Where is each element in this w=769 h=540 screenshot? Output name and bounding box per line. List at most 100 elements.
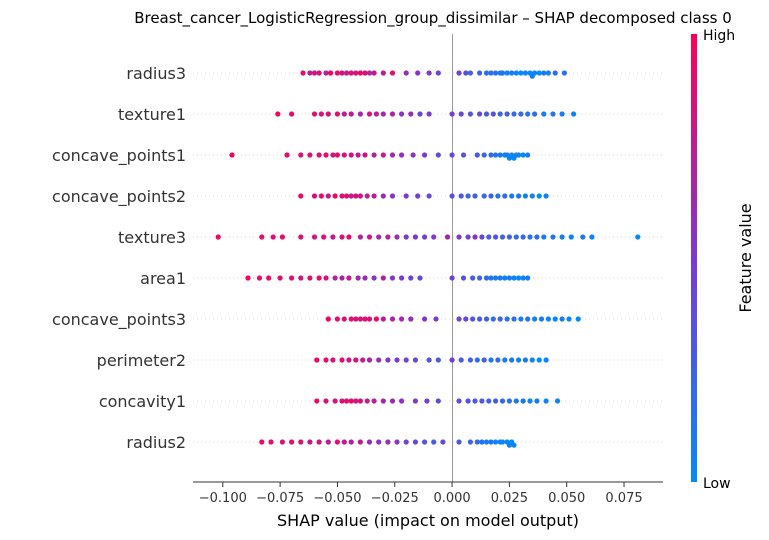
point-perimeter2-26 xyxy=(529,357,535,363)
point-concavity1-23 xyxy=(506,398,512,404)
point-perimeter2-0 xyxy=(314,357,320,363)
point-concavity1-10 xyxy=(380,398,386,404)
point-texture3-31 xyxy=(534,234,540,240)
feature-label-texture3: texture3 xyxy=(118,228,186,247)
point-radius3-1 xyxy=(307,70,313,76)
point-concave_points3-22 xyxy=(504,316,510,322)
point-concave_points3-16 xyxy=(463,316,469,322)
point-texture3-9 xyxy=(346,234,352,240)
point-texture3-37 xyxy=(589,234,595,240)
point-radius3-32 xyxy=(513,70,519,76)
point-concave_points2-15 xyxy=(415,193,421,199)
point-radius2-26 xyxy=(488,439,494,445)
point-concave_points3-30 xyxy=(559,316,565,322)
point-texture1-6 xyxy=(341,111,347,117)
x-tick-label: −0.075 xyxy=(256,491,304,506)
point-concave_points3-31 xyxy=(566,316,572,322)
point-concave_points1-34 xyxy=(525,152,531,158)
point-texture3-30 xyxy=(527,234,533,240)
point-texture3-33 xyxy=(550,234,556,240)
feature-label-area1: area1 xyxy=(140,269,186,288)
point-concave_points1-15 xyxy=(399,152,405,158)
point-concave_points3-25 xyxy=(525,316,531,322)
point-texture1-16 xyxy=(426,111,432,117)
point-perimeter2-10 xyxy=(394,357,400,363)
point-concave_points2-25 xyxy=(509,193,515,199)
point-perimeter2-17 xyxy=(467,357,473,363)
point-concave_points2-1 xyxy=(311,193,318,199)
point-radius3-5 xyxy=(328,70,334,76)
point-perimeter2-3 xyxy=(339,357,345,363)
point-concavity1-11 xyxy=(389,398,396,404)
chart-title: Breast_cancer_LogisticRegression_group_d… xyxy=(134,9,732,28)
point-area1-24 xyxy=(483,275,490,281)
point-concave_points1-17 xyxy=(422,152,428,158)
point-concavity1-20 xyxy=(486,398,492,404)
x-tick-label: 0.000 xyxy=(433,491,470,506)
point-concave_points2-12 xyxy=(380,193,386,199)
point-concave_points3-2 xyxy=(341,316,347,322)
point-concave_points1-21 xyxy=(474,152,480,158)
point-texture3-38 xyxy=(635,234,641,240)
point-area1-0 xyxy=(245,275,251,281)
x-tick-label: 0.050 xyxy=(548,491,585,506)
feature-label-concave_points2: concave_points2 xyxy=(52,187,186,207)
point-radius3-12 xyxy=(362,70,368,76)
point-perimeter2-9 xyxy=(385,357,391,363)
point-texture1-32 xyxy=(571,111,577,117)
point-texture1-27 xyxy=(525,111,531,117)
feature-label-radius2: radius2 xyxy=(126,433,186,452)
point-texture3-21 xyxy=(465,234,471,240)
point-concave_points2-16 xyxy=(426,193,432,199)
point-texture3-24 xyxy=(486,234,492,240)
point-radius3-7 xyxy=(339,70,345,76)
point-concave_points2-9 xyxy=(357,193,363,199)
point-texture1-31 xyxy=(559,111,565,117)
point-concave_points2-6 xyxy=(344,193,350,199)
point-concave_points3-9 xyxy=(380,316,386,322)
x-axis-label: SHAP value (impact on model output) xyxy=(277,511,579,530)
point-texture3-14 xyxy=(394,234,400,240)
point-radius3-17 xyxy=(403,70,409,76)
point-perimeter2-24 xyxy=(516,357,522,363)
point-concave_points3-15 xyxy=(456,316,462,322)
point-concave_points3-17 xyxy=(470,316,476,322)
point-radius2-12 xyxy=(366,439,373,445)
point-concave_points3-19 xyxy=(483,316,490,322)
point-radius3-42 xyxy=(561,70,568,76)
point-concave_points1-7 xyxy=(334,152,340,158)
point-concavity1-1 xyxy=(323,398,329,404)
point-perimeter2-23 xyxy=(509,357,515,363)
point-area1-7 xyxy=(316,275,322,281)
point-texture1-9 xyxy=(366,111,373,117)
point-texture3-28 xyxy=(513,234,519,240)
point-concavity1-16 xyxy=(456,398,462,404)
point-concave_points2-5 xyxy=(339,193,345,199)
point-radius2-19 xyxy=(431,439,437,445)
point-perimeter2-25 xyxy=(522,357,529,363)
point-concave_points3-1 xyxy=(334,316,340,322)
point-concave_points2-30 xyxy=(543,193,549,199)
point-radius2-3 xyxy=(289,439,295,445)
point-texture1-15 xyxy=(417,111,423,117)
point-radius2-18 xyxy=(422,439,428,445)
point-radius3-8 xyxy=(344,70,350,76)
point-concave_points3-21 xyxy=(497,316,503,322)
point-texture1-8 xyxy=(357,111,363,117)
point-radius3-33 xyxy=(518,70,524,76)
point-radius2-27 xyxy=(493,439,499,445)
point-concave_points2-27 xyxy=(522,193,529,199)
point-concave_points2-28 xyxy=(529,193,535,199)
point-texture3-7 xyxy=(330,234,336,240)
point-radius3-40 xyxy=(545,70,552,76)
point-concave_points1-13 xyxy=(380,152,386,158)
point-texture3-25 xyxy=(493,234,499,240)
point-concave_points1-16 xyxy=(410,152,416,158)
point-concavity1-2 xyxy=(332,398,338,404)
point-concave_points2-22 xyxy=(488,193,494,199)
point-radius3-27 xyxy=(493,70,499,76)
point-concavity1-17 xyxy=(465,398,471,404)
point-texture3-5 xyxy=(311,234,318,240)
point-concavity1-21 xyxy=(493,398,499,404)
point-concave_points2-26 xyxy=(516,193,522,199)
